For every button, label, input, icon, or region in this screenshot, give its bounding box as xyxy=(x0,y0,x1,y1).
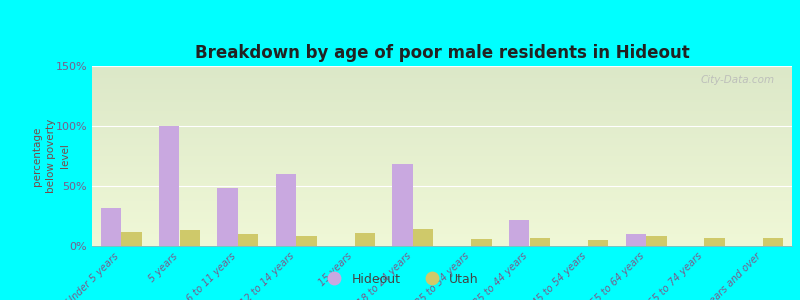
Bar xyxy=(101,208,121,246)
Title: Breakdown by age of poor male residents in Hideout: Breakdown by age of poor male residents … xyxy=(194,44,690,62)
Bar xyxy=(646,236,666,246)
Bar xyxy=(159,126,179,246)
Bar xyxy=(179,230,200,246)
Bar xyxy=(413,229,434,246)
Bar xyxy=(471,239,491,246)
Y-axis label: percentage
below poverty
level: percentage below poverty level xyxy=(32,119,70,193)
Bar xyxy=(393,164,413,246)
Bar xyxy=(509,220,530,246)
Bar xyxy=(238,234,258,246)
Bar xyxy=(588,240,608,246)
Bar xyxy=(121,232,142,246)
Bar xyxy=(218,188,238,246)
Text: City-Data.com: City-Data.com xyxy=(700,75,774,85)
Bar xyxy=(530,238,550,246)
Bar xyxy=(626,234,646,246)
Legend: Hideout, Utah: Hideout, Utah xyxy=(316,268,484,291)
Bar xyxy=(705,238,725,246)
Bar xyxy=(276,174,296,246)
Bar xyxy=(763,238,783,246)
Bar xyxy=(296,236,317,246)
Bar xyxy=(354,233,375,246)
